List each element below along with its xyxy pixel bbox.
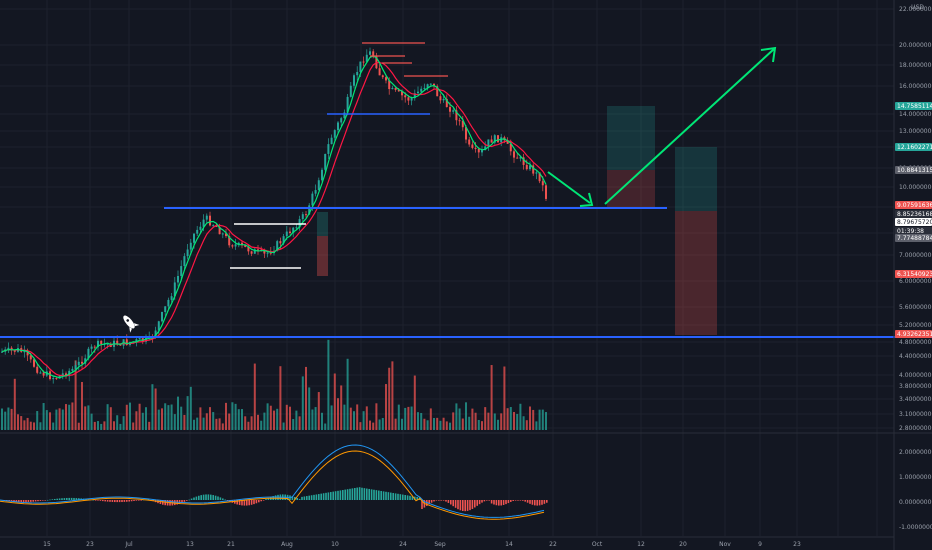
macd-tick: 2.00000000 (899, 449, 932, 456)
price-tick: 3.40000000 (899, 396, 932, 403)
time-tick: Sep (434, 541, 446, 548)
time-tick: 22 (549, 541, 557, 548)
price-tick: 18.00000000 (899, 62, 932, 69)
time-tick: 20 (679, 541, 687, 548)
price-tick: 20.00000000 (899, 42, 932, 49)
time-tick: 10 (331, 541, 339, 548)
position-tool-small[interactable] (317, 212, 328, 276)
long2-target-zone (675, 147, 717, 211)
svg-text:8.85236168: 8.85236168 (897, 211, 932, 218)
time-tick: 14 (505, 541, 513, 548)
moving-average-fast (1, 55, 547, 379)
svg-text:12.16022716: 12.16022716 (897, 144, 932, 151)
price-badge: 12.16022716 (895, 143, 932, 151)
price-tick: 5.20000000 (899, 322, 932, 329)
price-tick: 3.80000000 (899, 383, 932, 390)
time-axis[interactable]: 15 23 Jul 13 21 Aug 10 24 Sep 14 22 Oct 12 20 Nov 9 23 (0, 536, 894, 548)
position-tool-long[interactable] (607, 106, 655, 208)
long-target-zone (607, 106, 655, 170)
macd-tick: 1.00000000 (899, 474, 932, 481)
price-tick: 4.40000000 (899, 353, 932, 360)
macd-tick: 0.00000000 (899, 499, 932, 506)
price-tick: 2.80000000 (899, 425, 932, 432)
price-badge: 6.31540923 (895, 270, 932, 278)
price-tick: 22.00000000 (899, 6, 932, 13)
macd-signal-line (0, 450, 545, 520)
arrow-up-projection[interactable] (604, 46, 777, 205)
time-tick: Oct (592, 541, 603, 548)
position-tool-long-2[interactable] (675, 147, 717, 335)
svg-text:9.07591636: 9.07591636 (897, 202, 932, 209)
time-tick: 15 (43, 541, 51, 548)
time-tick: 13 (186, 541, 194, 548)
price-badge: 10.88413157 (895, 166, 932, 174)
svg-text:6.31540923: 6.31540923 (897, 271, 932, 278)
time-tick: Jul (124, 541, 133, 548)
price-tick: 4.00000000 (899, 372, 932, 379)
svg-text:7.77488784: 7.77488784 (897, 235, 932, 242)
price-badge: 01:39:38 (895, 227, 932, 235)
price-tick: 16.00000000 (899, 83, 932, 90)
time-tick: 23 (793, 541, 801, 548)
small-target-zone (317, 212, 328, 236)
price-badge: 8.79675720 (895, 218, 932, 226)
svg-text:01:39:38: 01:39:38 (897, 228, 924, 235)
price-badge: 8.85236168 (895, 210, 932, 218)
moving-average-slow (1, 62, 547, 377)
time-tick: 12 (637, 541, 645, 548)
svg-text:10.88413157: 10.88413157 (897, 167, 932, 174)
chart-grid (0, 0, 894, 536)
time-tick: 21 (227, 541, 235, 548)
small-stop-zone (317, 236, 328, 276)
long-stop-zone (607, 170, 655, 208)
currency-label: USD (911, 4, 924, 11)
time-tick: 23 (86, 541, 94, 548)
macd-line (0, 444, 545, 518)
arrow-down-projection[interactable] (547, 171, 594, 207)
macd-tick: -1.00000000 (899, 524, 932, 531)
time-tick: 9 (758, 541, 762, 548)
long2-stop-zone (675, 211, 717, 335)
price-tick: 10.00000000 (899, 184, 932, 191)
svg-text:8.79675720: 8.79675720 (897, 219, 932, 226)
volume-bars (1, 339, 547, 430)
price-tick: 4.80000000 (899, 339, 932, 346)
price-tick: 7.00000000 (899, 252, 932, 259)
price-tick: 5.60000000 (899, 304, 932, 311)
price-badge: 4.93262351 (895, 330, 932, 338)
time-tick: 24 (399, 541, 407, 548)
price-tick: 13.00000000 (899, 128, 932, 135)
rocket-icon[interactable] (119, 312, 140, 333)
time-tick: Aug (281, 541, 293, 548)
svg-text:4.93262351: 4.93262351 (897, 331, 932, 338)
price-badge: 7.77488784 (895, 234, 932, 242)
time-tick: Nov (719, 541, 731, 548)
price-badge: 9.07591636 (895, 201, 932, 209)
macd-axis[interactable]: 2.00000000 1.00000000 0.00000000 -1.0000000… (899, 449, 932, 531)
price-tick: 14.00000000 (899, 111, 932, 118)
price-tick: 3.10000000 (899, 411, 932, 418)
price-tick: 6.00000000 (899, 278, 932, 285)
